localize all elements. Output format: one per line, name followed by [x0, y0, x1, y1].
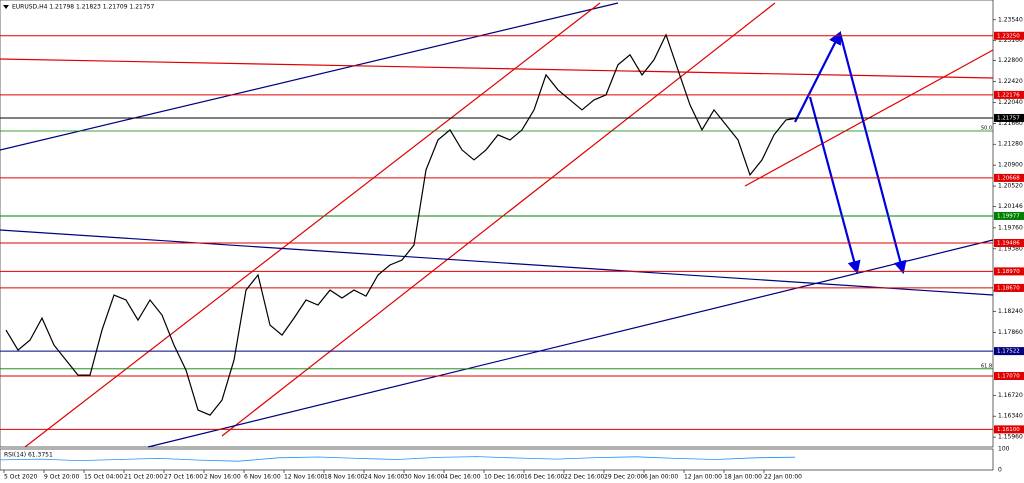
level-box [994, 211, 1024, 220]
level-label: 1.16100 [997, 427, 1020, 433]
rsi-tick-label: 0 [998, 467, 1002, 474]
trendline [221, 2, 776, 437]
rsi-label: RSI(14) 61.3751 [4, 452, 53, 459]
x-tick-label: 24 Nov 16:00 [364, 474, 405, 481]
level-label: 1.19977 [997, 213, 1020, 219]
y-tick-label: 1.15960 [998, 434, 1023, 441]
x-tick-label: 29 Dec 20:00 [604, 474, 645, 481]
arrow [794, 31, 841, 123]
y-tick-label: 1.17860 [998, 329, 1023, 336]
fib-label: 61.8 [981, 363, 992, 369]
level-box [994, 238, 1024, 247]
level-label: 1.19486 [997, 240, 1020, 246]
y-tick-label: 1.16340 [998, 413, 1023, 420]
y-tick-label: 1.21660 [998, 120, 1023, 127]
y-tick-label: 1.23160 [998, 37, 1023, 44]
level-box [994, 425, 1024, 434]
x-tick-label: 6 Nov 16:00 [244, 474, 281, 481]
trendline [147, 239, 994, 448]
level-label: 1.20668 [997, 175, 1020, 181]
trendline [0, 58, 994, 79]
level-box [994, 347, 1024, 356]
x-tick-label: 10 Dec 16:00 [484, 474, 525, 481]
plot-frame [0, 0, 994, 448]
y-tick-label: 1.19380 [998, 245, 1023, 252]
x-tick-label: 16 Dec 16:00 [524, 474, 565, 481]
rsi-line [0, 456, 796, 462]
arrow [838, 32, 907, 275]
price-line [5, 33, 799, 416]
x-tick-label: 18 Nov 16:00 [324, 474, 365, 481]
y-tick-label: 1.23540 [998, 16, 1023, 23]
level-box [994, 31, 1024, 40]
x-tick-label: 4 Dec 16:00 [444, 474, 481, 481]
x-tick-label: 6 Jan 00:00 [644, 474, 678, 481]
level-label: 1.22176 [997, 92, 1020, 98]
level-label: 1.21757 [997, 115, 1020, 121]
level-box [994, 113, 1024, 122]
trendlines [0, 2, 994, 448]
level-box [994, 267, 1024, 276]
forecast-arrows [794, 31, 907, 275]
level-label: 1.18970 [997, 269, 1020, 275]
y-tick-label: 1.21280 [998, 141, 1023, 148]
level-box [994, 283, 1024, 292]
fib-label: 50.0 [981, 126, 992, 132]
rsi-frame [0, 448, 994, 471]
trendline [24, 2, 601, 448]
level-label: 1.17522 [997, 349, 1020, 355]
arrow [808, 96, 861, 275]
y-tick-label: 1.20146 [998, 203, 1023, 210]
x-tick-label: 22 Jan 00:00 [764, 474, 802, 481]
rsi-tick-label: 100 [998, 446, 1010, 453]
x-tick-label: 22 Dec 16:00 [564, 474, 605, 481]
x-tick-label: 27 Oct 16:00 [164, 474, 203, 481]
x-tick-label: 15 Oct 04:00 [84, 474, 123, 481]
y-tick-label: 1.20520 [998, 183, 1023, 190]
level-box [994, 173, 1024, 182]
y-tick-label: 1.16720 [998, 392, 1023, 399]
trendline [0, 229, 994, 296]
y-tick-label: 1.22800 [998, 57, 1023, 64]
y-tick-label: 1.22040 [998, 99, 1023, 106]
trendline [0, 2, 619, 151]
level-label: 1.23250 [997, 33, 1020, 39]
x-tick-label: 18 Jan 00:00 [724, 474, 762, 481]
y-tick-label: 1.20900 [998, 162, 1023, 169]
x-tick-label: 9 Oct 20:00 [44, 474, 79, 481]
y-tick-label: 1.18240 [998, 308, 1023, 315]
x-tick-label: 12 Jan 00:00 [684, 474, 722, 481]
y-tick-label: 1.22420 [998, 78, 1023, 85]
chart-title: EURUSD,H4 1.21798 1.21823 1.21709 1.2175… [12, 4, 154, 11]
level-label: 1.17070 [997, 373, 1020, 379]
x-tick-label: 12 Nov 16:00 [284, 474, 325, 481]
x-tick-label: 2 Nov 16:00 [204, 474, 241, 481]
y-tick-label: 1.19760 [998, 224, 1023, 231]
level-label: 1.18670 [997, 285, 1020, 291]
symbol-marker [3, 5, 9, 9]
x-tick-label: 21 Oct 20:00 [124, 474, 163, 481]
level-box [994, 90, 1024, 99]
x-tick-label: 30 Nov 16:00 [404, 474, 445, 481]
level-box [994, 371, 1024, 380]
x-tick-label: 5 Oct 2020 [4, 474, 37, 481]
